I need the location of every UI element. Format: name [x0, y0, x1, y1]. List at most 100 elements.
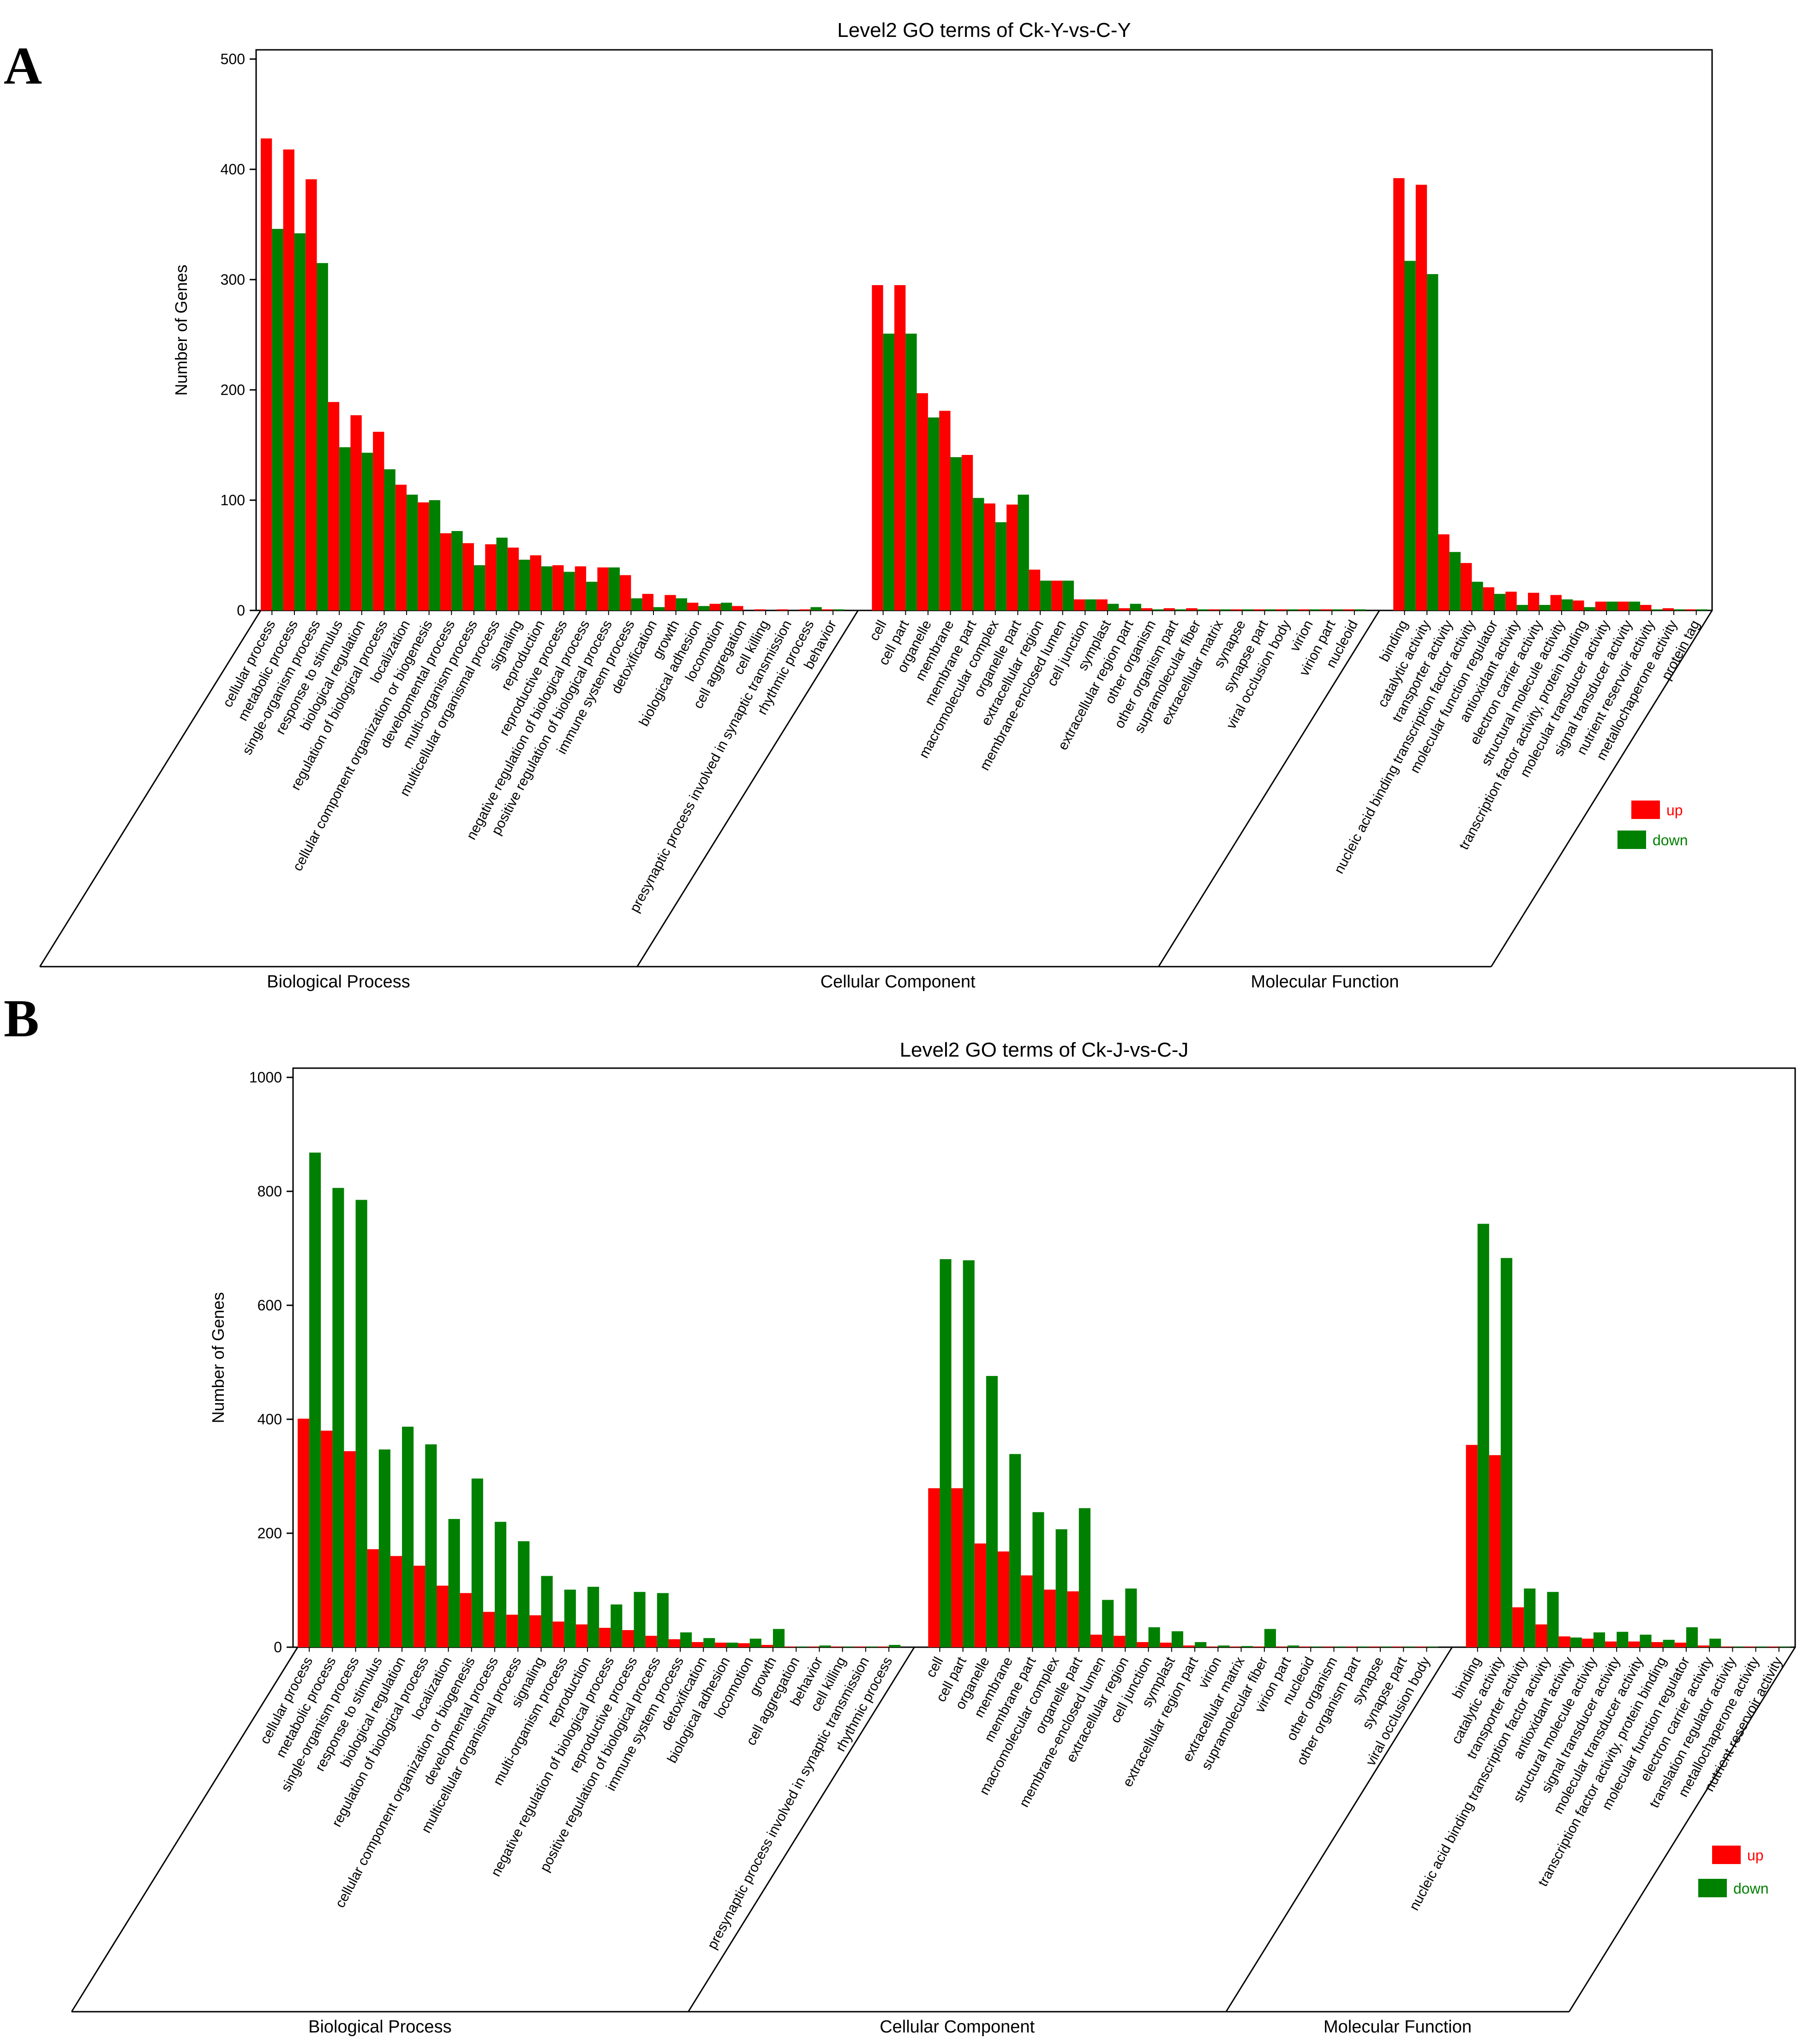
chart2-bar-down	[940, 1259, 952, 1647]
chart2-bar-up	[1183, 1645, 1195, 1647]
chart1-bar-up	[485, 544, 497, 610]
chart1-bar-up	[462, 543, 474, 610]
chart2-bar-down	[402, 1427, 414, 1647]
chart2-bar-down	[518, 1541, 530, 1647]
chart1-bar-down	[294, 233, 306, 610]
chart1-bar-down	[1427, 274, 1438, 610]
chart1-bar-down	[608, 567, 620, 610]
chart2-bar-down	[1593, 1632, 1605, 1647]
chart2-bar-down	[1241, 1646, 1253, 1647]
chart2-bar-up	[998, 1551, 1010, 1647]
chart1-bar-up	[1505, 592, 1517, 610]
chart2-bar-down	[1570, 1638, 1582, 1647]
chart2-legend-up-swatch	[1712, 1846, 1741, 1864]
chart1-bar-up	[1029, 569, 1041, 610]
chart2-bar-down	[1102, 1600, 1114, 1647]
chart2-bar-down	[1009, 1454, 1021, 1647]
chart2-bar-down	[657, 1593, 669, 1647]
chart1-bar-down	[973, 498, 984, 610]
chart1-bar-down	[1472, 581, 1483, 610]
chart1-bar-up	[1550, 595, 1562, 610]
chart2-group-label: Cellular Component	[880, 2017, 1035, 2037]
chart1-bar-up	[1096, 599, 1108, 610]
chart1-bar-down	[1107, 604, 1119, 610]
chart1-bar-up	[1438, 534, 1450, 610]
chart1-bar-up	[1640, 605, 1652, 610]
chart2-bar-up	[437, 1585, 449, 1647]
chart1-floor-divider	[1491, 610, 1713, 967]
chart1-y-tick-label: 100	[221, 492, 245, 508]
chart1-bar-up	[373, 431, 384, 610]
chart2-bar-down	[1195, 1642, 1207, 1647]
chart2-bar-down	[1524, 1588, 1536, 1647]
chart2-bar-down	[1686, 1627, 1698, 1647]
chart1-bar-up	[1461, 563, 1472, 610]
chart2-bar-down	[680, 1632, 692, 1647]
chart2-bar-down	[355, 1200, 367, 1647]
chart2-group: Level2 GO terms of Ck-J-vs-C-J 0 200 400 600…	[71, 1039, 1796, 2037]
chart2-bar-up	[645, 1636, 657, 1647]
chart2-legend-up-label: up	[1747, 1847, 1764, 1864]
chart2-bar-down	[1218, 1645, 1230, 1647]
chart2-bar-up	[1558, 1636, 1570, 1647]
chart2-bar-down	[1055, 1529, 1067, 1647]
chart2-bar-down	[1032, 1512, 1044, 1647]
chart1-bar-down	[407, 495, 418, 610]
chart1-bar-down	[473, 565, 485, 610]
chart1-bar-up	[961, 455, 973, 610]
chart1-bar-up	[732, 606, 743, 610]
chart2-y-tick-label: 800	[258, 1183, 282, 1200]
chart2-bar-up	[1160, 1643, 1172, 1647]
chart1-group: Level2 GO terms of Ck-Y-vs-C-Y 0 100 200 300…	[39, 19, 1713, 992]
chart2-y-tick-label: 0	[274, 1639, 282, 1656]
chart1-bar-up	[984, 503, 995, 610]
chart2-bar-down	[587, 1587, 599, 1647]
chart2-bar-down	[773, 1629, 785, 1647]
chart2-bar-up	[715, 1643, 727, 1647]
chart2-bar-up	[390, 1556, 402, 1647]
chart2-bar-down	[564, 1590, 576, 1647]
chart1-bar-up	[1595, 601, 1607, 610]
chart2-bar-up	[460, 1593, 472, 1647]
chart1-y-tick-label: 0	[237, 602, 245, 619]
chart1-bar-up	[350, 415, 362, 610]
chart1-bar-up	[894, 285, 906, 610]
chart2-floor-divider	[71, 1647, 299, 2012]
chart1-bar-down	[1606, 601, 1618, 610]
chart2-bar-down	[749, 1638, 761, 1647]
chart1-bar-down	[1449, 552, 1461, 610]
chart1-bar-up	[507, 547, 519, 610]
chart1-bar-down	[995, 522, 1007, 610]
chart1-bar-down	[928, 417, 940, 610]
chart1-bar-down	[496, 538, 508, 610]
chart2-bar-down	[1171, 1631, 1183, 1647]
chart1-bar-up	[283, 149, 294, 611]
chart2-floor-divider	[1568, 1647, 1796, 2012]
chart2-bar-up	[951, 1488, 963, 1647]
chart2-bar-up	[1512, 1607, 1524, 1647]
chart1-bar-up	[1119, 608, 1130, 610]
chart1-bar-up	[1483, 587, 1495, 610]
chart2-bar-up	[738, 1643, 750, 1647]
chart1-y-tick-label: 400	[221, 161, 245, 178]
chart2-bar-down	[611, 1604, 623, 1647]
chart2-bar-up	[1067, 1591, 1079, 1647]
chart1-bar-up	[530, 555, 541, 610]
chart1-legend-down-label: down	[1653, 832, 1688, 849]
chart2-bar-down	[1500, 1258, 1513, 1647]
chart1-category-label: presynaptic process involved in synaptic…	[627, 618, 795, 915]
chart1-bar-down	[361, 453, 373, 610]
chart1-bar-up	[440, 533, 452, 610]
chart1-bar-down	[720, 603, 732, 610]
chart2-y-tick-label: 400	[258, 1411, 282, 1428]
chart2-bar-down	[541, 1576, 553, 1647]
chart2-bar-up	[1651, 1642, 1663, 1647]
chart2-floor-divider	[1225, 1647, 1453, 2012]
chart1-bar-down	[631, 598, 642, 610]
chart1-legend-down-swatch	[1617, 831, 1646, 849]
chart2-bar-up	[928, 1488, 940, 1647]
chart1-bar-up	[575, 566, 587, 610]
chart2-bar-up	[552, 1621, 564, 1647]
chart1-bar-down	[563, 572, 575, 610]
